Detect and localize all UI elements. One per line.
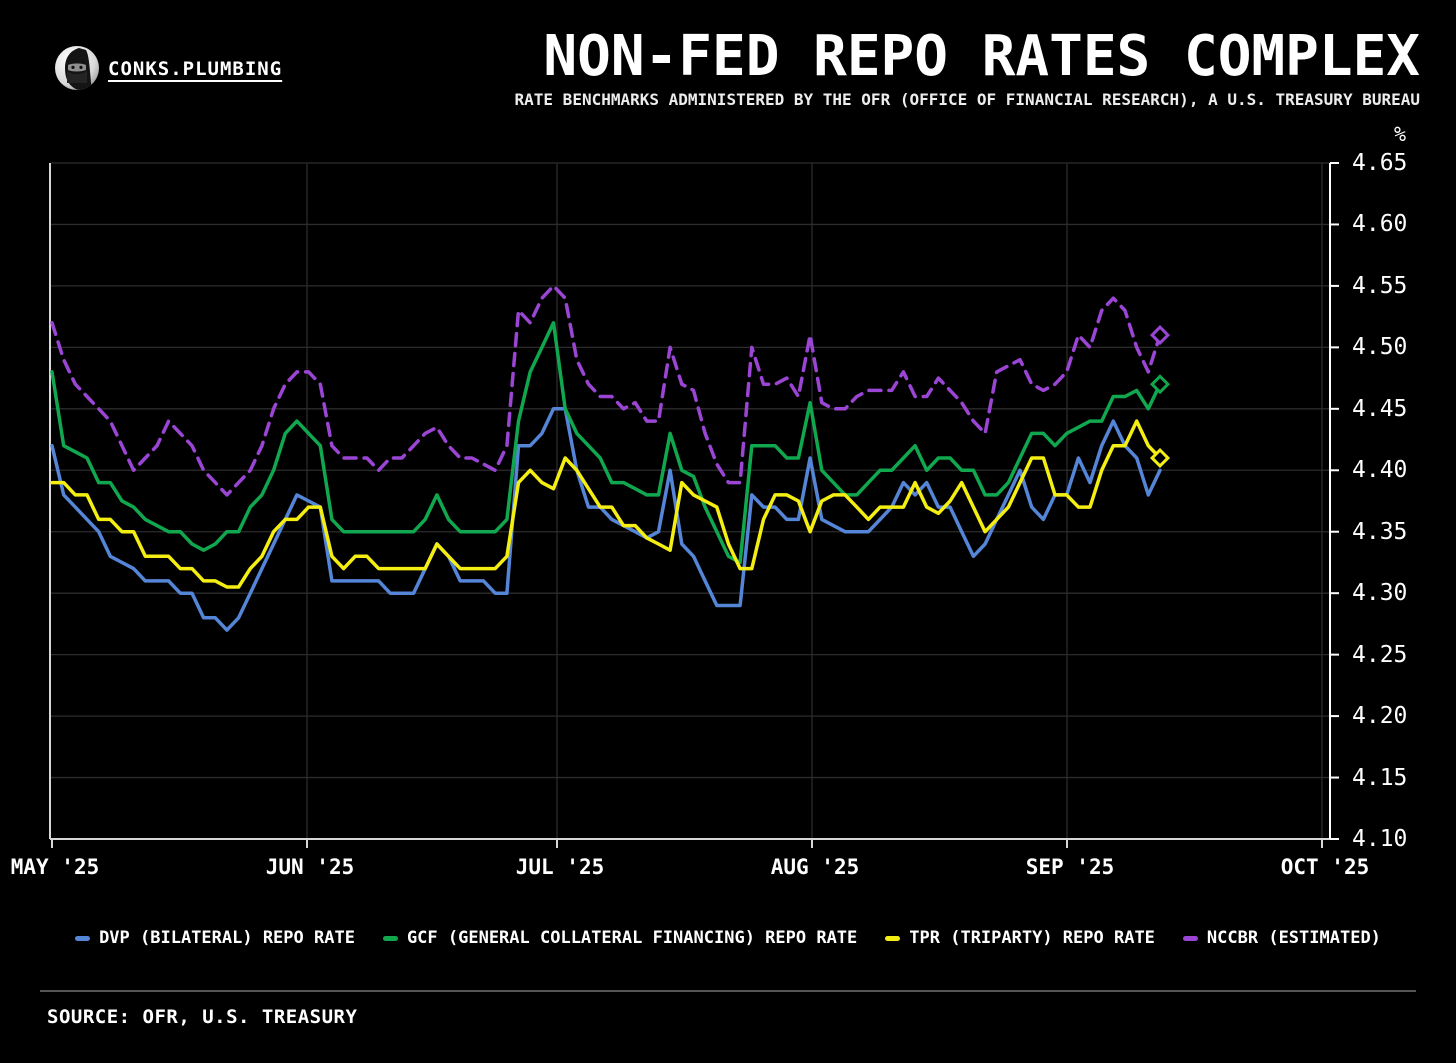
legend-item-tpr: TPR (TRIPARTY) REPO RATE bbox=[885, 928, 1155, 948]
chart-subtitle: RATE BENCHMARKS ADMINISTERED BY THE OFR … bbox=[514, 90, 1420, 109]
legend-item-gcf: GCF (GENERAL COLLATERAL FINANCING) REPO … bbox=[382, 928, 858, 948]
series-end-marker-2 bbox=[1149, 447, 1171, 469]
x-tick-label: SEP '25 bbox=[1025, 855, 1115, 879]
x-tick-label: AUG '25 bbox=[770, 855, 860, 879]
y-axis-unit-label: % bbox=[1394, 122, 1407, 146]
y-tick-label: 4.20 bbox=[1352, 703, 1408, 730]
y-tick-label: 4.45 bbox=[1352, 395, 1408, 422]
legend-swatch-icon bbox=[382, 935, 398, 941]
legend-item-dvp: DVP (BILATERAL) REPO RATE bbox=[75, 928, 355, 948]
series-line-1 bbox=[50, 321, 1162, 565]
footer-divider bbox=[40, 990, 1416, 992]
series-end-marker-3 bbox=[1149, 325, 1171, 346]
y-tick-label: 4.10 bbox=[1352, 826, 1408, 852]
x-tick-label: OCT '25 bbox=[1280, 855, 1370, 879]
legend-swatch-icon bbox=[1182, 935, 1198, 941]
y-tick-label: 4.50 bbox=[1352, 334, 1408, 361]
y-tick-label: 4.60 bbox=[1352, 211, 1408, 238]
legend-label: DVP (BILATERAL) REPO RATE bbox=[99, 928, 355, 948]
brand-link[interactable]: CONKS.PLUMBING bbox=[108, 58, 283, 80]
brand-logo-ninja-avatar bbox=[55, 46, 99, 90]
legend-swatch-icon bbox=[75, 935, 91, 941]
legend-swatch-icon bbox=[885, 935, 901, 941]
legend-item-nccbr: NCCBR (ESTIMATED) bbox=[1182, 928, 1381, 948]
series-line-3 bbox=[50, 284, 1162, 497]
x-tick-label: JUN '25 bbox=[265, 855, 355, 879]
y-tick-label: 4.30 bbox=[1352, 580, 1408, 607]
chart-legend: DVP (BILATERAL) REPO RATE GCF (GENERAL CO… bbox=[0, 928, 1456, 948]
series-line-2 bbox=[50, 419, 1162, 589]
chart-title: NON-FED REPO RATES COMPLEX bbox=[543, 24, 1420, 89]
y-tick-label: 4.40 bbox=[1352, 457, 1408, 484]
x-tick-label: MAY '25 bbox=[10, 855, 100, 879]
y-tick-label: 4.55 bbox=[1352, 272, 1408, 299]
y-tick-label: 4.35 bbox=[1352, 518, 1408, 545]
legend-label: GCF (GENERAL COLLATERAL FINANCING) REPO … bbox=[406, 928, 858, 948]
y-tick-label: 4.65 bbox=[1352, 150, 1408, 176]
x-tick-label: JUL '25 bbox=[515, 855, 605, 879]
series-end-marker-1 bbox=[1149, 374, 1171, 395]
y-tick-label: 4.15 bbox=[1352, 764, 1408, 791]
source-attribution: SOURCE: OFR, U.S. TREASURY bbox=[47, 1006, 358, 1028]
y-tick-label: 4.25 bbox=[1352, 641, 1408, 668]
legend-label: NCCBR (ESTIMATED) bbox=[1206, 928, 1381, 948]
legend-label: TPR (TRIPARTY) REPO RATE bbox=[909, 928, 1155, 948]
series-line-0 bbox=[50, 407, 1162, 632]
